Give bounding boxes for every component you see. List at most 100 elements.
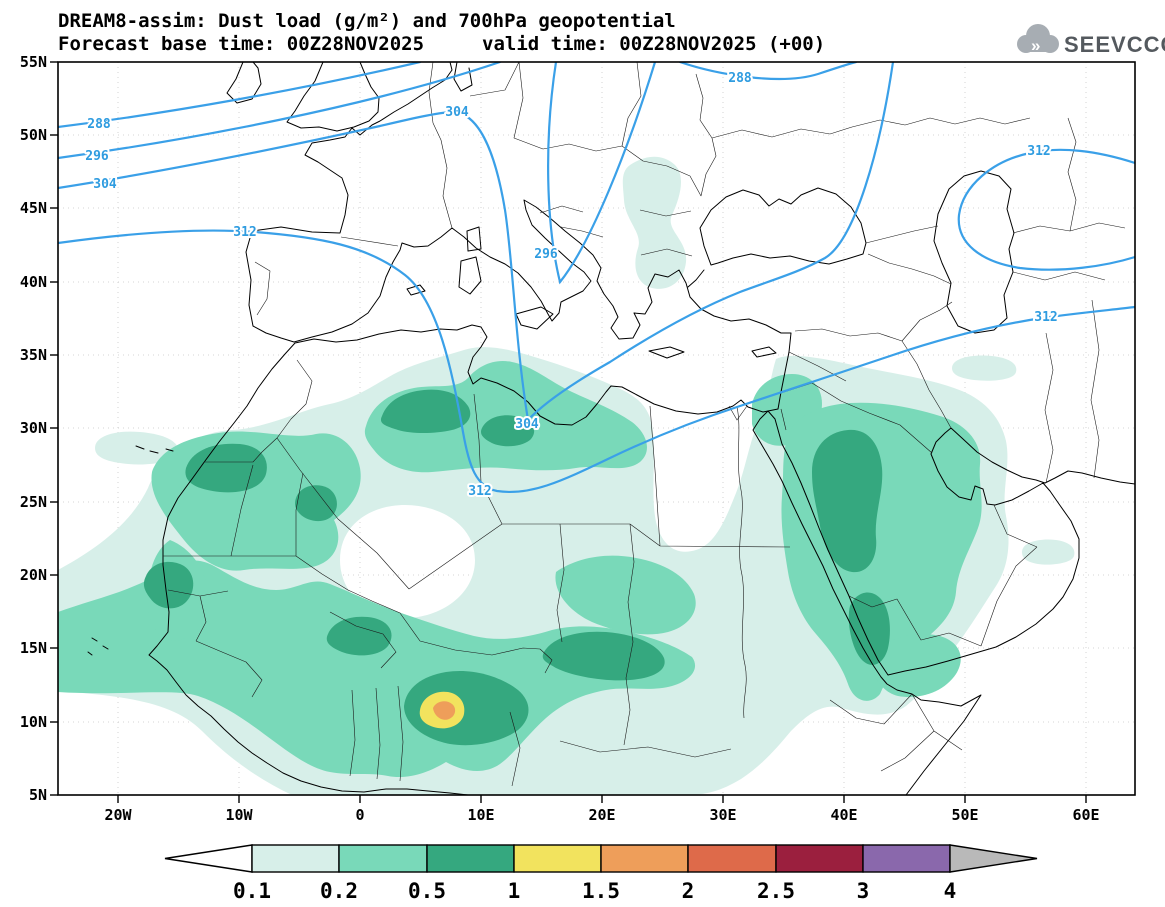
contour-288-north [678,62,858,80]
color-scale-legend: 0.1 0.2 0.5 1 1.5 2 2.5 3 4 [164,844,1038,903]
contour-label: 312 [233,225,256,240]
legend-label: 4 [944,879,957,903]
legend-label: 0.1 [233,879,271,903]
country-borders [163,62,1126,787]
legend-segment-1p5 [600,844,689,873]
legend-segment-0p1 [251,844,340,873]
dust-region-balkans-0p1 [622,156,687,289]
legend-segment-3 [862,844,951,873]
dust-core-mali [295,485,337,522]
contour-label: 312 [468,484,491,499]
dust-core-senegal [143,561,194,609]
lon-label: 20W [104,806,132,824]
lat-label: 40N [20,273,47,291]
lon-label: 20E [588,806,615,824]
geopotential-contours [58,62,1135,494]
coastline-black-sea [687,187,867,288]
dust-hotspot-orange [433,701,456,720]
lon-label: 10W [225,806,253,824]
lon-label: 50E [951,806,978,824]
dust-core-burkina [326,616,392,656]
coastline-ireland [226,62,262,104]
longitude-axis: 20W 10W 0 10E 20E 30E 40E 50E 60E [104,806,1099,824]
coastline-red-sea-arabia [752,410,1135,795]
dust-core-saudi [812,429,883,573]
dust-core-mauritania [185,443,267,493]
legend-segment-2 [687,844,777,873]
lat-label: 45N [20,199,47,217]
legend-label: 0.5 [408,879,446,903]
axis-ticks [50,61,1087,803]
legend-segment-2p5 [775,844,864,873]
contour-312-caspian-ridge [957,148,1135,271]
contour-label: 304 [445,105,469,120]
contour-label: 288 [728,71,752,86]
legend-label: 3 [857,879,870,903]
legend-underflow-arrow [164,844,253,873]
borders-middle-east [780,299,1100,647]
lat-label: 10N [20,713,47,731]
coastlines [87,62,1135,795]
lat-label: 20N [20,566,47,584]
coastline-denmark [453,62,473,92]
lon-label: 60E [1072,806,1099,824]
dust-core-chad-sudan [542,631,665,681]
contour-label: 296 [534,247,558,262]
legend-segment-0p2 [338,844,428,873]
lon-label: 40E [830,806,857,824]
legend-label: 1 [508,879,521,903]
legend-overflow-arrow [949,844,1038,873]
legend-segment-1 [513,844,602,873]
dust-level-1p5-layer [433,701,456,720]
lat-label: 50N [20,126,47,144]
contour-labels: 288 296 304 312 304 296 288 304 312 312 … [83,69,1059,501]
nile-river [728,405,748,719]
contour-288-west [58,62,422,129]
contour-296-inner-trough [547,62,657,285]
legend-label: 0.2 [320,879,358,903]
lat-label: 15N [20,639,47,657]
lat-label: 30N [20,419,47,437]
dust-region-oman-sea-0p1 [1022,539,1075,565]
dust-core-red-sea-coast [848,592,890,665]
lon-label: 0 [355,806,364,824]
dust-level-0p2-layer [58,360,982,778]
cloud-arrows-icon: » [1031,36,1040,55]
contour-label: 312 [1027,144,1050,159]
logo-text: SEEVCCC [1064,32,1165,57]
dust-core-tripolitania [480,415,535,447]
legend-label: 2 [682,879,695,903]
coastline-caspian [933,170,1015,334]
latitude-axis: 55N 50N 45N 40N 35N 30N 25N 20N 15N 10N … [20,53,47,804]
chart-title: DREAM8-assim: Dust load (g/m²) and 700hP… [58,10,676,32]
contour-304-trough [58,62,895,423]
coastline-europe-africa [148,62,792,795]
dust-region-canary-0p1 [95,431,179,465]
dust-region-horn-0p2 [870,633,961,698]
dust-core-nw-libya [380,389,471,433]
borders-europe [254,62,1126,316]
lat-label: 35N [20,346,47,364]
seevccc-logo: » SEEVCCC [1017,24,1165,57]
contour-312-long [58,229,1135,494]
coastline-islands [87,226,777,656]
legend-label: 2.5 [757,879,795,903]
contour-label: 288 [87,117,111,132]
borders-africa [163,359,963,787]
lon-label: 30E [709,806,736,824]
legend-segment-0p5 [426,844,515,873]
legend-label: 1.5 [582,879,620,903]
coastline-britain [286,62,380,132]
contour-label: 296 [85,149,109,164]
forecast-base-time: Forecast base time: 00Z28NOV2025 [58,33,424,55]
dust-region-caspian-east-0p1 [952,355,1017,381]
contour-label: 304 [93,177,117,192]
lat-label: 55N [20,53,47,71]
contour-label: 304 [515,417,539,432]
legend-labels: 0.1 0.2 0.5 1 1.5 2 2.5 3 4 [233,879,956,903]
contour-296-west [58,62,502,160]
contour-label: 312 [1034,310,1057,325]
map-plot-area: 288 296 304 312 304 296 288 304 312 312 … [58,62,1135,795]
lat-label: 25N [20,493,47,511]
